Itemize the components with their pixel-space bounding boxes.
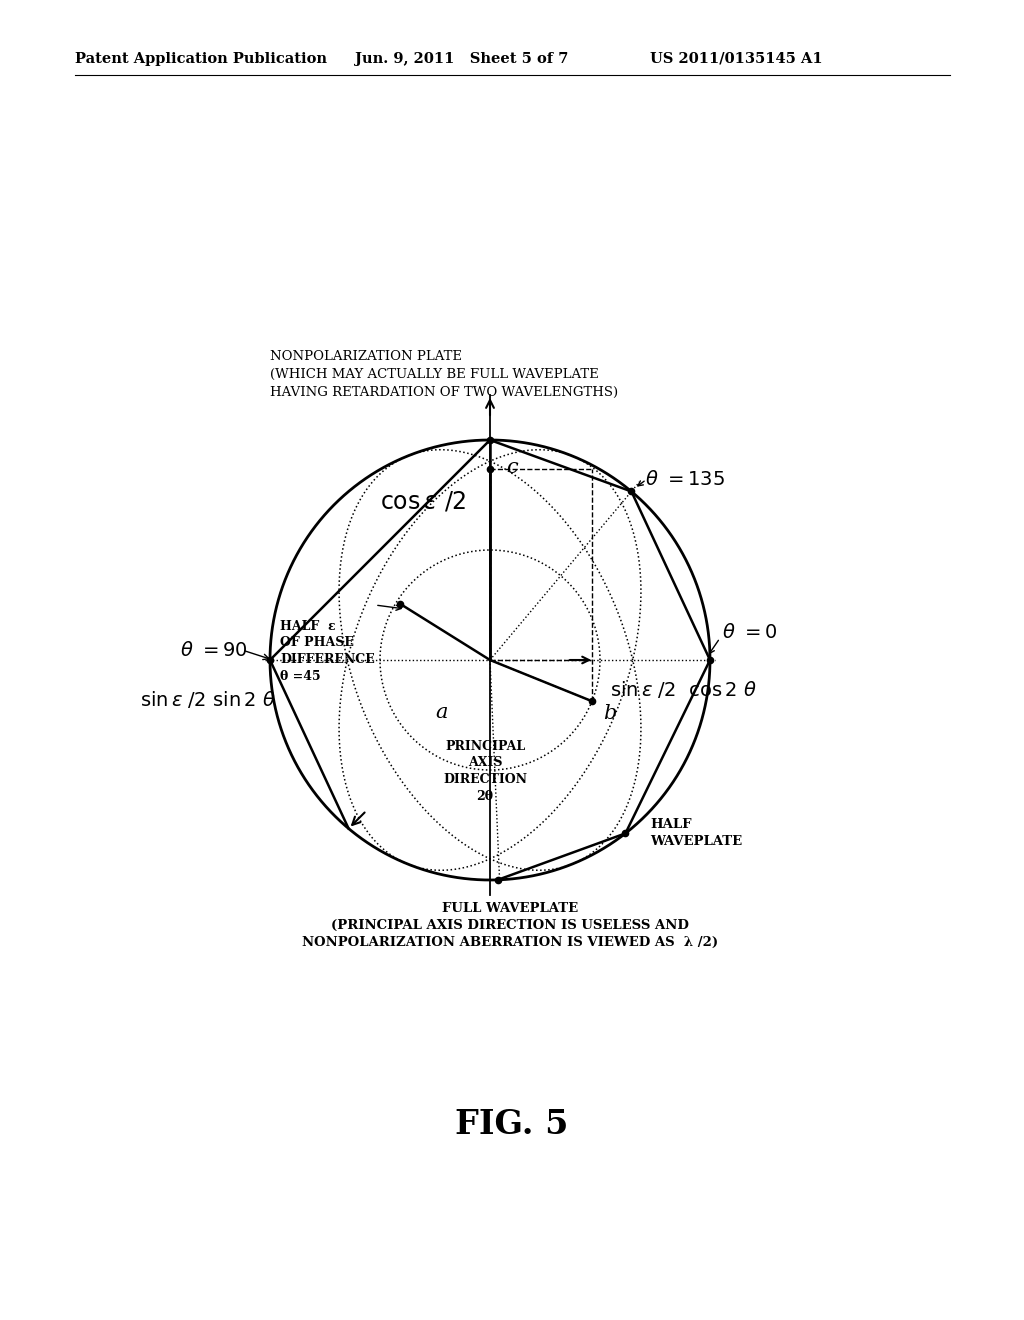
- Text: PRINCIPAL
AXIS
DIRECTION
2θ: PRINCIPAL AXIS DIRECTION 2θ: [443, 741, 527, 803]
- Text: $\cos\varepsilon\ /2$: $\cos\varepsilon\ /2$: [380, 490, 466, 513]
- Text: Patent Application Publication: Patent Application Publication: [75, 51, 327, 66]
- Text: a: a: [436, 702, 449, 722]
- Text: (WHICH MAY ACTUALLY BE FULL WAVEPLATE: (WHICH MAY ACTUALLY BE FULL WAVEPLATE: [270, 368, 599, 381]
- Text: HALF  ε
OF PHASE
DIFFERENCE
θ =45: HALF ε OF PHASE DIFFERENCE θ =45: [280, 620, 375, 682]
- Text: $\sin\varepsilon\ /2\ \ \cos2\ \theta$: $\sin\varepsilon\ /2\ \ \cos2\ \theta$: [610, 680, 757, 701]
- Text: HAVING RETARDATION OF TWO WAVELENGTHS): HAVING RETARDATION OF TWO WAVELENGTHS): [270, 385, 618, 399]
- Text: FIG. 5: FIG. 5: [456, 1109, 568, 1142]
- Text: c: c: [506, 458, 518, 477]
- Text: NONPOLARIZATION ABERRATION IS VIEWED AS  λ /2): NONPOLARIZATION ABERRATION IS VIEWED AS …: [302, 936, 718, 949]
- Text: (PRINCIPAL AXIS DIRECTION IS USELESS AND: (PRINCIPAL AXIS DIRECTION IS USELESS AND: [331, 919, 689, 932]
- Text: HALF
WAVEPLATE: HALF WAVEPLATE: [650, 818, 742, 849]
- Text: Jun. 9, 2011   Sheet 5 of 7: Jun. 9, 2011 Sheet 5 of 7: [355, 51, 568, 66]
- Text: FULL WAVEPLATE: FULL WAVEPLATE: [442, 902, 579, 915]
- Text: b: b: [603, 704, 616, 723]
- Text: $\sin\varepsilon\ /2\ \sin2\ \theta$: $\sin\varepsilon\ /2\ \sin2\ \theta$: [140, 689, 275, 710]
- Text: $\theta\ =135$: $\theta\ =135$: [645, 470, 725, 488]
- Text: US 2011/0135145 A1: US 2011/0135145 A1: [650, 51, 822, 66]
- Text: $\theta\ =0$: $\theta\ =0$: [722, 623, 777, 642]
- Text: NONPOLARIZATION PLATE: NONPOLARIZATION PLATE: [270, 350, 462, 363]
- Text: $\theta\ =90$: $\theta\ =90$: [180, 640, 248, 660]
